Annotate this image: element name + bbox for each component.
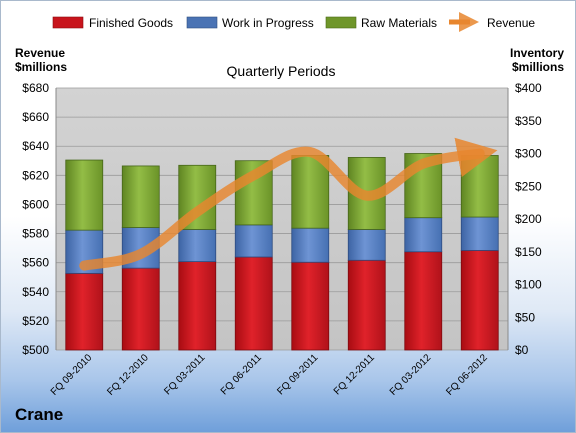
legend-raw-materials-swatch [325, 16, 357, 29]
bar-raw-materials [460, 155, 499, 218]
x-tick-label: FQ 12-2011 [332, 352, 377, 397]
bar-work-in-progress [347, 229, 386, 261]
revenue-line-path [79, 137, 498, 271]
right-tick-label: $200 [515, 212, 542, 226]
left-axis-title-line1: Revenue [15, 46, 65, 60]
bar-finished-goods [65, 272, 104, 351]
bar-finished-goods [347, 259, 386, 351]
bar-finished-goods [178, 261, 217, 351]
x-tick-label: FQ 06-2012 [444, 352, 490, 398]
bar-finished-goods [121, 267, 160, 351]
x-axis-ticks: FQ 09-2010 FQ 12-2010 FQ 03-2011 FQ 06-2011… [49, 352, 490, 398]
left-tick-label: $680 [22, 81, 49, 95]
left-tick-label: $500 [22, 343, 49, 357]
left-tick-label: $620 [22, 168, 49, 182]
right-tick-label: $400 [515, 81, 542, 95]
legend-work-in-progress-label: Work in Progress [222, 16, 314, 30]
left-axis-ticks: $500 $520 $540 $560 $580 $600 $620 $640 $660 $680 [22, 81, 49, 357]
legend-finished-goods-swatch [52, 16, 84, 29]
bar-raw-materials [291, 155, 330, 229]
x-tick-label: FQ 12-2010 [105, 352, 151, 398]
left-tick-label: $560 [22, 256, 49, 270]
bar-finished-goods [291, 261, 330, 351]
bar-finished-goods [460, 250, 499, 351]
right-tick-label: $150 [515, 245, 542, 259]
right-axis-title-line1: Inventory [510, 46, 564, 60]
x-tick-label: FQ 09-2010 [49, 352, 95, 398]
right-axis-ticks: $0 $50 $100 $150 $200 $250 $300 $350 $400 [515, 81, 542, 357]
right-axis-title-line2: $millions [512, 60, 564, 74]
bar-raw-materials [65, 159, 104, 231]
legend-raw-materials-label: Raw Materials [361, 16, 437, 30]
left-tick-label: $540 [22, 285, 49, 299]
bar-raw-materials [121, 165, 160, 228]
company-name: Crane [15, 405, 64, 424]
left-axis-title-line2: $millions [15, 60, 67, 74]
bar-work-in-progress [291, 227, 330, 263]
revenue-line [79, 137, 498, 271]
left-tick-label: $600 [22, 197, 49, 211]
bar-finished-goods [234, 256, 273, 351]
left-tick-label: $580 [22, 227, 49, 241]
right-tick-label: $0 [515, 343, 529, 357]
x-tick-label: FQ 06-2011 [219, 352, 264, 397]
x-tick-label: FQ 03-2012 [388, 352, 434, 398]
bar-work-in-progress [460, 216, 499, 251]
legend-finished-goods-label: Finished Goods [89, 16, 173, 30]
right-tick-label: $250 [515, 179, 542, 193]
right-tick-label: $350 [515, 114, 542, 128]
bar-finished-goods [404, 251, 443, 351]
left-tick-label: $660 [22, 110, 49, 124]
x-tick-label: FQ 03-2011 [162, 352, 207, 397]
right-tick-label: $300 [515, 147, 542, 161]
bar-work-in-progress [404, 217, 443, 253]
chart-title: Quarterly Periods [227, 63, 336, 79]
bar-work-in-progress [178, 229, 217, 262]
legend: Finished Goods Work in Progress Raw Mate… [52, 12, 535, 32]
legend-revenue-label: Revenue [487, 16, 535, 30]
bar-work-in-progress [234, 224, 273, 258]
left-tick-label: $520 [22, 314, 49, 328]
x-tick-label: FQ 09-2011 [275, 352, 320, 397]
legend-work-in-progress-swatch [186, 16, 218, 29]
right-tick-label: $100 [515, 278, 542, 292]
left-tick-label: $640 [22, 139, 49, 153]
right-tick-label: $50 [515, 310, 535, 324]
